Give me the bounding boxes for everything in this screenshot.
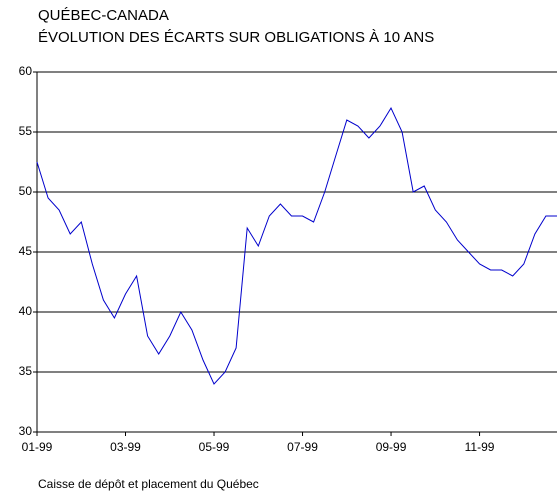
y-tick-label: 50 xyxy=(19,184,33,198)
y-tick-label: 40 xyxy=(19,304,33,318)
x-tick-label: 11-99 xyxy=(465,440,495,454)
x-tick-label: 09-99 xyxy=(376,440,407,454)
x-tick-label: 07-99 xyxy=(287,440,318,454)
source-note: Caisse de dépôt et placement du Québec xyxy=(38,477,259,491)
chart-title: QUÉBEC-CANADA xyxy=(38,7,169,24)
y-tick-label: 30 xyxy=(19,424,33,438)
data-line xyxy=(36,106,557,385)
y-tick-label: 55 xyxy=(19,124,33,138)
x-tick-label: 01-99 xyxy=(22,440,53,454)
x-tick-label: 05-99 xyxy=(199,440,230,454)
y-tick-label: 35 xyxy=(19,364,33,378)
y-tick-label: 60 xyxy=(19,64,33,78)
y-tick-label: 45 xyxy=(19,244,33,258)
x-tick-label: 03-99 xyxy=(110,440,141,454)
chart-subtitle: ÉVOLUTION DES ÉCARTS SUR OBLIGATIONS À 1… xyxy=(38,29,434,46)
